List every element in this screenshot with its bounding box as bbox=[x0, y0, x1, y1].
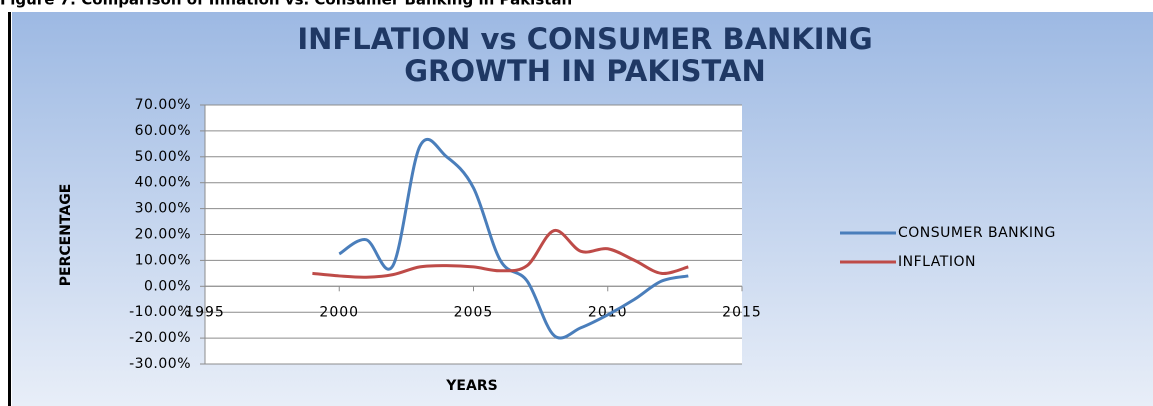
x-tick-label: 2005 bbox=[454, 304, 494, 320]
x-tick-label: 2015 bbox=[722, 304, 762, 320]
y-tick-label: 10.00% bbox=[135, 252, 191, 268]
chart-title: GROWTH IN PAKISTAN bbox=[404, 54, 766, 88]
y-tick-label: 50.00% bbox=[135, 149, 191, 165]
x-tick-label: 2000 bbox=[319, 304, 359, 320]
y-tick-label: -20.00% bbox=[129, 330, 191, 346]
y-tick-label: 60.00% bbox=[135, 123, 191, 139]
legend-label: INFLATION bbox=[898, 254, 976, 270]
y-tick-label: 70.00% bbox=[135, 97, 191, 113]
data-line bbox=[312, 229, 689, 279]
chart-title: INFLATION vs CONSUMER BANKING bbox=[297, 22, 872, 56]
y-tick-label: -30.00% bbox=[129, 356, 191, 372]
legend-label: CONSUMER BANKING bbox=[898, 225, 1056, 241]
x-tick-label: 1995 bbox=[185, 304, 225, 320]
data-line bbox=[338, 137, 689, 340]
left-border bbox=[8, 12, 11, 406]
y-axis-title: PERCENTAGE bbox=[58, 184, 74, 287]
y-tick-label: -10.00% bbox=[129, 304, 191, 320]
y-tick-label: 40.00% bbox=[135, 175, 191, 191]
y-tick-label: 0.00% bbox=[144, 278, 191, 294]
caption: Figure 7: Comparison of Inflation vs. Co… bbox=[0, 0, 572, 9]
y-tick-label: 20.00% bbox=[135, 227, 191, 243]
y-tick-label: 30.00% bbox=[135, 201, 191, 217]
x-axis-title: YEARS bbox=[445, 378, 497, 394]
